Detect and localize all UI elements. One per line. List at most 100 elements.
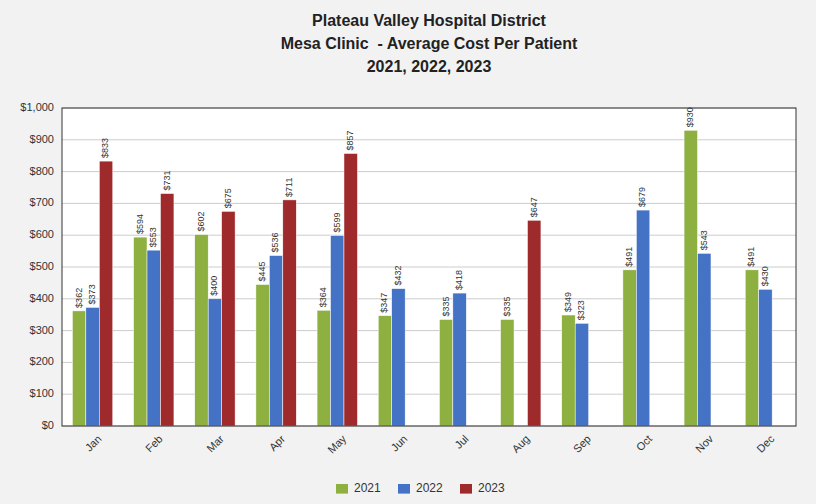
data-label: $833 — [100, 138, 110, 158]
bar — [269, 256, 282, 426]
data-label: $335 — [502, 296, 512, 316]
x-tick-label: Apr — [267, 432, 288, 453]
bar — [256, 284, 269, 426]
legend-swatch — [398, 484, 410, 494]
bar — [72, 311, 85, 426]
title-line: Mesa Clinic - Average Cost Per Patient — [281, 35, 578, 52]
x-axis: Jan Feb Mar Apr May Jun Jul Aug Sep Oct Nov Dec — [83, 432, 777, 456]
x-tick-label: Sep — [571, 433, 593, 455]
title-line: 2021, 2022, 2023 — [367, 58, 492, 75]
legend-label: 2021 — [354, 481, 381, 495]
data-label: $335 — [441, 296, 451, 316]
data-label: $930 — [685, 107, 695, 127]
x-tick-label: Aug — [509, 433, 531, 455]
bar — [317, 310, 330, 426]
y-tick-label: $200 — [30, 355, 54, 367]
chart: $0 $100 $200 $300 $400 $500 $600 $700 $800 $900 $1… — [0, 0, 816, 504]
bar — [134, 237, 147, 426]
x-tick-label: Mar — [204, 432, 226, 454]
data-label: $400 — [209, 276, 219, 296]
y-tick-label: $300 — [30, 324, 54, 336]
bars — [72, 130, 772, 426]
y-tick-label: $1,000 — [20, 101, 54, 113]
bar — [344, 153, 357, 426]
y-tick-label: $900 — [30, 133, 54, 145]
bar — [208, 299, 221, 426]
x-tick-label: Jun — [388, 433, 409, 454]
bar — [575, 323, 588, 426]
data-label: $445 — [257, 261, 267, 281]
y-tick-label: $400 — [30, 292, 54, 304]
data-label: $675 — [223, 188, 233, 208]
data-label: $364 — [318, 287, 328, 307]
data-labels: $362 $594 $602 $445 $364 $347 $335 $335 $349 $491… — [74, 107, 770, 320]
data-label: $362 — [74, 288, 84, 308]
legend-label: 2022 — [416, 481, 443, 495]
data-label: $602 — [196, 212, 206, 232]
x-tick-label: Jan — [83, 433, 104, 454]
legend: 2021 2022 2023 — [336, 481, 505, 495]
y-tick-label: $100 — [30, 387, 54, 399]
title-line: Plateau Valley Hospital District — [312, 12, 547, 29]
data-label: $599 — [332, 212, 342, 232]
bar — [222, 211, 235, 426]
bar — [99, 161, 112, 426]
x-tick-label: Feb — [143, 433, 165, 455]
data-label: $679 — [637, 187, 647, 207]
bar — [86, 307, 99, 426]
bar — [698, 253, 711, 426]
x-tick-label: Dec — [754, 432, 777, 455]
data-label: $323 — [576, 300, 586, 320]
data-label: $347 — [379, 293, 389, 313]
x-tick-label: May — [325, 432, 349, 456]
bar — [453, 293, 466, 426]
bar — [378, 316, 391, 426]
data-label: $857 — [345, 130, 355, 150]
bar — [745, 270, 758, 426]
y-tick-label: $600 — [30, 228, 54, 240]
x-tick-label: Nov — [693, 432, 716, 455]
bar — [147, 250, 160, 426]
data-label: $543 — [699, 230, 709, 250]
data-label: $553 — [148, 227, 158, 247]
data-label: $536 — [270, 233, 280, 253]
data-label: $432 — [393, 266, 403, 286]
y-tick-label: $0 — [42, 419, 54, 431]
data-label: $349 — [563, 292, 573, 312]
x-tick-label: Jul — [452, 433, 470, 451]
legend-swatch — [460, 484, 472, 494]
bar — [527, 220, 540, 426]
bar — [331, 236, 344, 426]
y-axis: $0 $100 $200 $300 $400 $500 $600 $700 $800 $900 $1… — [20, 101, 54, 431]
plot-area — [62, 108, 796, 426]
data-label: $647 — [529, 197, 539, 217]
bar — [636, 210, 649, 426]
bar — [684, 130, 697, 426]
grid — [62, 108, 796, 426]
bar — [759, 289, 772, 426]
bar — [392, 289, 405, 426]
legend-label: 2023 — [478, 481, 505, 495]
bar — [623, 270, 636, 426]
bar — [562, 315, 575, 426]
data-label: $418 — [454, 270, 464, 290]
y-tick-label: $500 — [30, 260, 54, 272]
data-label: $491 — [624, 247, 634, 267]
y-tick-label: $800 — [30, 165, 54, 177]
data-label: $731 — [162, 171, 172, 191]
bar — [439, 319, 452, 426]
y-tick-label: $700 — [30, 196, 54, 208]
title: Plateau Valley Hospital District Mesa Cli… — [281, 12, 578, 75]
plot-frame — [62, 108, 796, 426]
bar — [501, 319, 514, 426]
bar — [160, 194, 173, 426]
data-label: $711 — [284, 178, 294, 197]
data-label: $594 — [135, 214, 145, 234]
legend-swatch — [336, 484, 348, 494]
background — [0, 0, 816, 504]
data-label: $430 — [760, 266, 770, 286]
data-label: $491 — [746, 247, 756, 267]
bar — [283, 200, 296, 426]
bar — [195, 235, 208, 426]
x-tick-label: Oct — [634, 433, 655, 454]
